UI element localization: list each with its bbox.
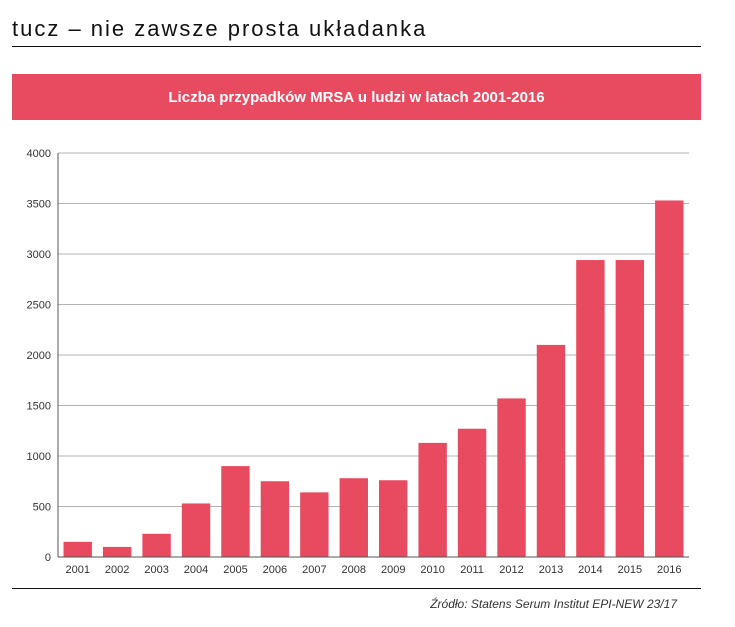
- bar-2011: [457, 428, 487, 557]
- x-tick-label: 2012: [499, 564, 523, 576]
- bar-2008: [339, 478, 368, 557]
- x-tick-label: 2004: [184, 564, 208, 576]
- y-tick-label: 0: [45, 552, 51, 564]
- y-tick-label: 3000: [27, 249, 51, 261]
- bar-2012: [497, 398, 526, 557]
- y-tick-label: 2000: [27, 350, 51, 362]
- source-note: Źródło: Statens Serum Institut EPI-NEW 2…: [430, 597, 677, 611]
- header-divider: [12, 46, 701, 47]
- x-tick-label: 2014: [578, 564, 602, 576]
- footer-divider: [12, 588, 701, 589]
- bar-2003: [142, 533, 171, 557]
- y-tick-label: 500: [33, 502, 51, 514]
- bar-2004: [181, 503, 211, 557]
- bar-2013: [536, 344, 566, 557]
- chart-title: Liczba przypadków MRSA u ludzi w latach …: [168, 88, 545, 106]
- bar-2010: [418, 442, 447, 557]
- x-tick-label: 2015: [618, 564, 642, 576]
- y-tick-label: 1000: [27, 451, 51, 463]
- y-tick-label: 1500: [27, 401, 51, 413]
- x-tick-label: 2002: [105, 564, 129, 576]
- x-tick-label: 2010: [420, 564, 444, 576]
- bar-2016: [655, 200, 684, 557]
- y-tick-label: 2500: [27, 300, 51, 312]
- bar-2006: [260, 481, 290, 557]
- x-tick-label: 2011: [460, 564, 484, 576]
- x-tick-label: 2007: [302, 564, 326, 576]
- x-tick-label: 2006: [263, 564, 287, 576]
- bar-2014: [576, 260, 605, 557]
- x-tick-label: 2001: [65, 564, 89, 576]
- x-tick-label: 2013: [539, 564, 563, 576]
- bar-2005: [221, 466, 250, 557]
- y-tick-label: 4000: [27, 148, 51, 160]
- x-tick-label: 2009: [381, 564, 405, 576]
- y-tick-label: 3500: [27, 199, 51, 211]
- bar-2009: [379, 480, 408, 557]
- bar-2002: [102, 546, 132, 557]
- x-tick-label: 2003: [144, 564, 168, 576]
- x-tick-label: 2008: [342, 564, 366, 576]
- bar-2001: [63, 541, 92, 557]
- bar-2007: [300, 492, 329, 557]
- page-title: tucz – nie zawsze prosta układanka: [12, 16, 428, 41]
- x-tick-label: 2005: [223, 564, 247, 576]
- bar-2015: [615, 260, 645, 557]
- chart-title-banner: Liczba przypadków MRSA u ludzi w latach …: [12, 74, 701, 120]
- x-tick-label: 2016: [657, 564, 681, 576]
